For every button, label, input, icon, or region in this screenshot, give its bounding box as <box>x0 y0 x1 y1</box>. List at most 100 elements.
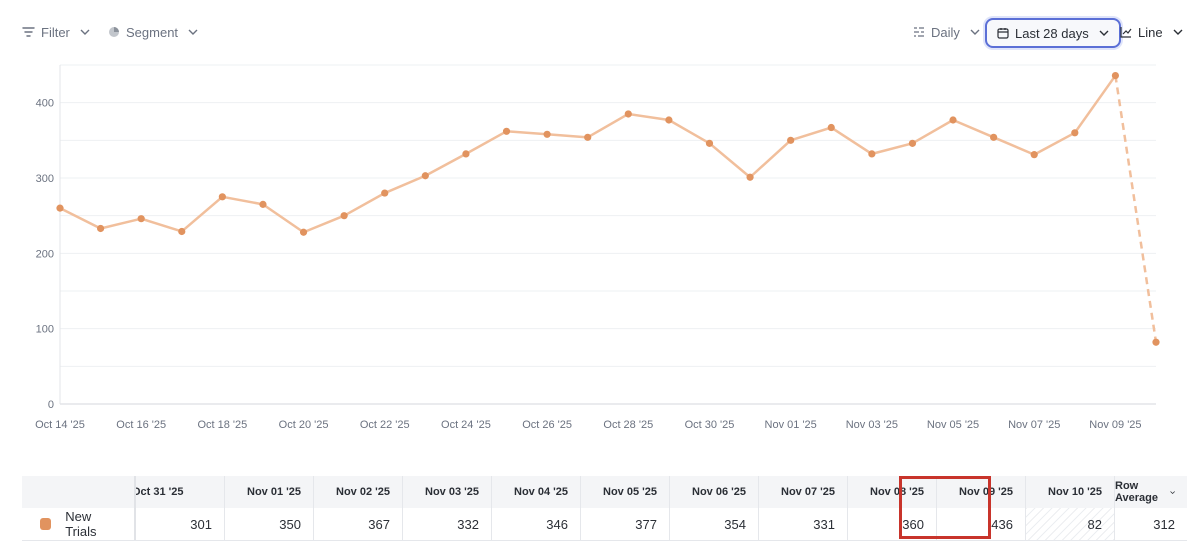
data-point[interactable] <box>705 139 714 147</box>
data-point[interactable] <box>787 136 795 144</box>
column-header[interactable]: Nov 06 '25 <box>670 476 759 508</box>
row-average-cell: 312 <box>1153 516 1175 532</box>
interval-label: Daily <box>931 24 960 40</box>
data-point[interactable] <box>990 133 998 141</box>
segment-button[interactable]: Segment <box>108 20 198 44</box>
data-point[interactable] <box>421 172 429 180</box>
toolbar: Filter Segment Daily Last 28 days <box>0 0 1200 64</box>
x-tick-label: Oct 22 '25 <box>360 419 410 431</box>
x-tick-label: Oct 14 '25 <box>35 419 85 431</box>
chevron-down-icon <box>188 29 198 35</box>
data-point[interactable] <box>96 224 105 233</box>
data-point[interactable] <box>1030 151 1038 159</box>
column-header[interactable]: Nov 03 '25 <box>403 476 492 508</box>
column-header[interactable]: Nov 10 '25 <box>1026 476 1115 508</box>
filter-label: Filter <box>41 24 70 40</box>
column-header[interactable]: Oct 31 '25 <box>136 476 225 508</box>
x-tick-label: Oct 18 '25 <box>197 419 247 431</box>
x-tick-label: Nov 09 '25 <box>1089 419 1141 431</box>
table-cell: 367 <box>314 508 403 540</box>
data-point[interactable] <box>462 150 470 158</box>
table-cell: 360 <box>848 508 937 540</box>
series-new-trials <box>56 71 1160 346</box>
table-row: New Trials 301 350 367 332 346 377 354 331 360 43… <box>22 508 1187 541</box>
series-swatch <box>40 518 52 530</box>
interval-icon <box>914 27 924 37</box>
data-point[interactable] <box>827 123 835 132</box>
data-point[interactable] <box>259 200 267 208</box>
y-tick-label: 400 <box>36 98 54 110</box>
column-header[interactable]: Nov 08 '25 <box>848 476 937 508</box>
table-cell: 332 <box>403 508 492 540</box>
data-point[interactable] <box>543 130 551 138</box>
table-cell: 82 <box>1026 508 1115 540</box>
data-point[interactable] <box>381 189 389 197</box>
data-point[interactable] <box>1071 129 1079 137</box>
series-line-partial <box>1114 75 1158 343</box>
data-point[interactable] <box>868 150 876 158</box>
y-tick-label: 200 <box>36 248 54 260</box>
x-tick-label: Oct 24 '25 <box>441 419 491 431</box>
data-point[interactable] <box>908 139 917 147</box>
data-point[interactable] <box>218 193 226 201</box>
table-header-row: Oct 31 '25 Nov 01 '25 Nov 02 '25 Nov 03 '25… <box>22 476 1187 508</box>
date-range-label: Last 28 days <box>1015 25 1089 41</box>
data-point[interactable] <box>502 127 511 135</box>
segment-label: Segment <box>126 24 179 40</box>
column-header[interactable]: Nov 09 '25 <box>937 476 1026 508</box>
chevron-down-icon <box>1099 30 1109 36</box>
data-point[interactable] <box>949 116 957 124</box>
data-point[interactable] <box>56 204 64 212</box>
pie-icon <box>109 27 119 37</box>
filter-button[interactable]: Filter <box>22 20 90 44</box>
data-point[interactable] <box>137 215 145 223</box>
data-point[interactable] <box>299 228 308 236</box>
table-cell: 331 <box>759 508 848 540</box>
column-header[interactable]: Nov 04 '25 <box>492 476 581 508</box>
x-tick-label: Oct 28 '25 <box>603 419 653 431</box>
data-point[interactable] <box>746 173 754 181</box>
x-tick-label: Nov 03 '25 <box>846 419 898 431</box>
data-point[interactable] <box>1111 71 1120 80</box>
chevron-down-icon[interactable] <box>1170 490 1175 495</box>
x-axis-ticks: Oct 14 '25 Oct 16 '25 Oct 18 '25 Oct 20 '25… <box>35 419 1141 431</box>
data-point[interactable] <box>624 110 632 118</box>
data-point[interactable] <box>1152 338 1160 346</box>
line-chart-icon <box>1120 27 1132 38</box>
table-cell: 377 <box>581 508 670 540</box>
line-chart: 0 100 200 300 400 Oct 14 '25 Oct 16 '25 Oct 18… <box>35 64 1160 431</box>
column-header[interactable]: Nov 07 '25 <box>759 476 848 508</box>
chart-type-select[interactable]: Line <box>1120 20 1183 44</box>
data-table: Oct 31 '25 Nov 01 '25 Nov 02 '25 Nov 03 '25… <box>22 476 1187 541</box>
data-point[interactable] <box>178 227 186 236</box>
row-label-cell[interactable]: New Trials <box>22 508 136 540</box>
row-average-header[interactable]: Row Average <box>1115 476 1187 508</box>
column-header[interactable]: Nov 02 '25 <box>314 476 403 508</box>
data-point[interactable] <box>584 133 592 141</box>
chevron-down-icon <box>1173 29 1183 35</box>
x-tick-label: Nov 07 '25 <box>1008 419 1060 431</box>
table-cell: 436 <box>937 508 1026 540</box>
column-header[interactable]: Nov 05 '25 <box>581 476 670 508</box>
column-header[interactable]: Nov 01 '25 <box>225 476 314 508</box>
x-tick-label: Nov 05 '25 <box>927 419 979 431</box>
table-cell: 350 <box>225 508 314 540</box>
table-cell: 301 <box>136 508 225 540</box>
calendar-icon <box>997 28 1009 39</box>
data-point[interactable] <box>340 212 348 220</box>
y-tick-label: 0 <box>48 399 54 411</box>
chart-type-label: Line <box>1138 24 1163 40</box>
date-range-select[interactable]: Last 28 days <box>985 18 1121 48</box>
table-cell: 354 <box>670 508 759 540</box>
grid-lines <box>59 64 1156 405</box>
row-average-label: Row Average <box>1115 480 1159 504</box>
chevron-down-icon <box>970 29 980 35</box>
x-tick-label: Nov 01 '25 <box>765 419 817 431</box>
x-tick-label: Oct 30 '25 <box>685 419 735 431</box>
filter-icon <box>22 27 35 37</box>
data-point[interactable] <box>665 116 673 124</box>
interval-select[interactable]: Daily <box>913 20 980 44</box>
x-tick-label: Oct 26 '25 <box>522 419 572 431</box>
table-cell: 346 <box>492 508 581 540</box>
y-tick-label: 300 <box>36 173 54 185</box>
